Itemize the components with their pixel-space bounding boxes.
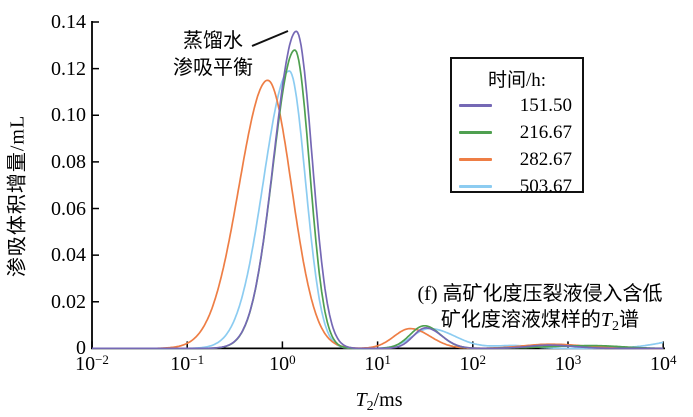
curves [92,30,664,350]
y-tick-label: 0.10 [51,104,86,127]
legend-label: 282.67 [519,148,572,170]
legend-label: 503.67 [519,175,572,197]
legend-rows: 151.50 216.67 282.67 503.67 [452,92,582,200]
caption-t2-subscript: 2 [612,319,620,334]
legend-row: 216.67 [452,119,582,146]
x-axis-title-subscript: 2 [366,399,374,414]
y-tick-label: 0.04 [51,244,86,267]
x-tick-label: 101 [364,352,391,375]
figure-caption: (f) 高矿化度压裂液侵入含低 矿化度溶液煤样的T2谱 [418,281,663,336]
caption-line2: 矿化度溶液煤样的T2谱 [418,307,663,336]
annotation-line2: 渗吸平衡 [173,57,253,79]
annotation-leader-line [251,30,289,47]
caption-line2-post: 谱 [619,309,640,331]
caption-line2-pre: 矿化度溶液煤样的 [440,309,601,331]
legend-line-swatch [459,185,492,188]
x-tick-label: 102 [459,352,487,375]
y-tick-label: 0.06 [51,197,86,220]
legend-box: 时间/h: 151.50 216.67 282.67 503.67 [450,57,584,197]
x-tick-label: 100 [269,352,296,375]
y-tick-label: 0.12 [51,57,86,80]
legend-line-swatch [459,131,492,134]
legend-line-swatch [459,158,492,161]
y-tick-label: 0.02 [51,290,86,313]
annotation-distilled-water: 蒸馏水 渗吸平衡 [173,28,253,82]
x-axis-title-unit: /ms [373,389,403,411]
caption-line1: (f) 高矿化度压裂液侵入含低 [417,283,663,305]
legend-line-swatch [459,104,492,107]
annotation-line1: 蒸馏水 [183,30,243,52]
x-tick-label: 10−1 [170,352,205,375]
legend-label: 151.50 [519,94,572,116]
x-tick-label: 103 [554,352,582,375]
y-tick-label: 0 [76,337,86,360]
axis-ticks [91,21,664,349]
x-axis-title-symbol: T [355,389,367,411]
caption-t2-symbol: T [600,309,613,331]
y-tick-label: 0.14 [51,11,86,33]
legend-row: 503.67 [452,173,582,200]
legend-label: 216.67 [519,121,572,143]
legend-row: 151.50 [452,92,582,119]
legend-title: 时间/h: [487,70,547,91]
x-tick-label: 104 [649,352,677,375]
x-tick-label: 10−2 [75,352,109,375]
curve-282.67 [92,79,664,350]
curve-151.50 [92,30,664,350]
legend-row: 282.67 [452,146,582,173]
x-axis-title: T2/ms [355,389,402,415]
y-tick-label: 0.08 [51,150,86,173]
